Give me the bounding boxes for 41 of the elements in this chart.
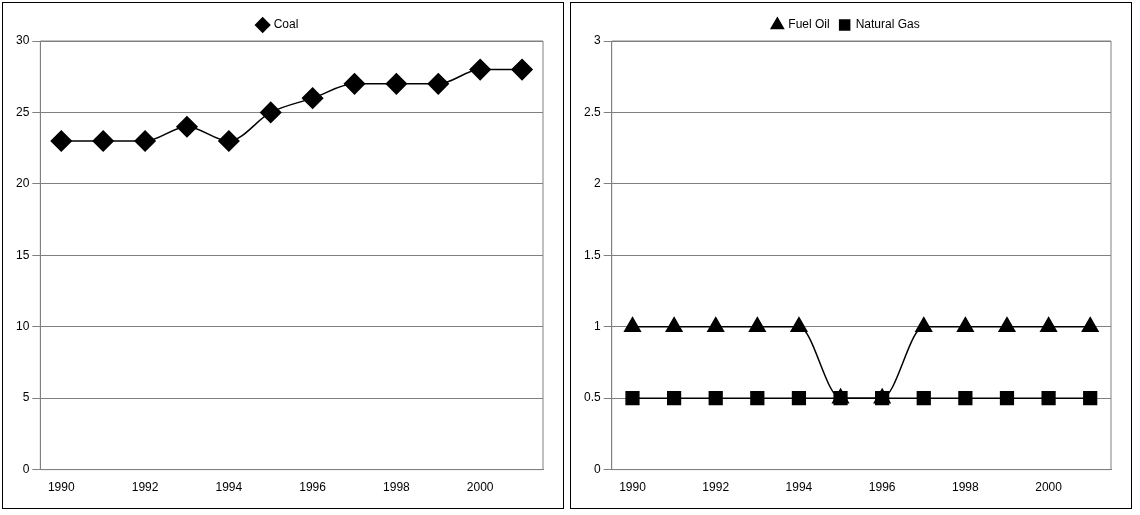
x-tick-label: 2000 — [1035, 480, 1063, 495]
y-tick-label: 10 — [15, 319, 30, 334]
point — [343, 73, 366, 95]
point — [92, 130, 114, 152]
y-tick-label: 0.5 — [583, 390, 601, 405]
y-tick-label: 0 — [593, 461, 601, 476]
point — [50, 130, 73, 152]
x-tick-label: 1994 — [785, 480, 813, 495]
point — [134, 130, 156, 152]
point — [176, 115, 198, 138]
x-tick-label: 1994 — [215, 480, 243, 495]
legend-label: Coal — [273, 17, 299, 32]
y-tick-label: 20 — [15, 176, 30, 191]
legend-label: Fuel Oil — [788, 17, 830, 32]
y-tick-label: 30 — [15, 33, 30, 48]
x-tick-label: 1990 — [47, 480, 75, 495]
y-tick-label: 3 — [593, 33, 601, 48]
y-tick-label: 25 — [15, 104, 30, 119]
y-tick-label: 2.5 — [583, 104, 601, 119]
y-tick-label: 0 — [22, 461, 30, 476]
point — [469, 58, 491, 81]
point — [301, 87, 324, 109]
x-tick-label: 2000 — [466, 480, 494, 495]
x-tick-label: 1992 — [702, 480, 730, 495]
x-tick-label: 1990 — [619, 480, 647, 495]
y-tick-label: 1 — [593, 319, 601, 334]
y-tick-label: 1.5 — [583, 247, 601, 262]
y-tick-label: 5 — [22, 390, 30, 405]
point — [259, 101, 282, 124]
x-tick-label: 1996 — [868, 480, 896, 495]
legend-label: Natural Gas — [855, 17, 920, 32]
y-tick-label: 15 — [15, 247, 30, 262]
x-tick-label: 1992 — [131, 480, 159, 495]
point — [427, 73, 450, 95]
x-tick-label: 1998 — [952, 480, 980, 495]
point — [385, 73, 408, 95]
y-tick-label: 2 — [593, 176, 601, 191]
point — [511, 58, 533, 81]
point — [218, 130, 240, 152]
x-tick-label: 1998 — [383, 480, 411, 495]
x-tick-label: 1996 — [299, 480, 327, 495]
